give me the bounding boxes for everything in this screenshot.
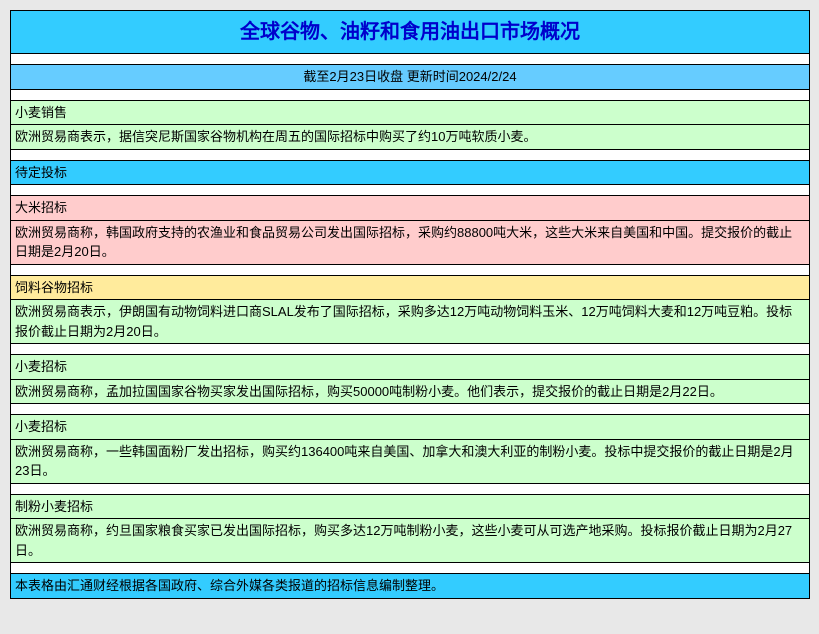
spacer bbox=[11, 89, 810, 100]
section-header-row: 大米招标 bbox=[11, 196, 810, 221]
section-content-row: 欧洲贸易商表示，据信突尼斯国家谷物机构在周五的国际招标中购买了约10万吨软质小麦… bbox=[11, 125, 810, 150]
page-title: 全球谷物、油籽和食用油出口市场概况 bbox=[11, 11, 810, 54]
section-content-row: 欧洲贸易商表示，伊朗国有动物饲料进口商SLAL发布了国际招标，采购多达12万吨动… bbox=[11, 300, 810, 344]
section-header-row: 小麦销售 bbox=[11, 100, 810, 125]
section-header-row: 待定投标 bbox=[11, 160, 810, 185]
spacer bbox=[11, 563, 810, 574]
footer-text: 本表格由汇通财经根据各国政府、综合外媒各类报道的招标信息编制整理。 bbox=[11, 574, 810, 599]
title-row: 全球谷物、油籽和食用油出口市场概况 bbox=[11, 11, 810, 54]
spacer bbox=[11, 185, 810, 196]
spacer bbox=[11, 344, 810, 355]
section-content-row: 欧洲贸易商称，一些韩国面粉厂发出招标，购买约136400吨来自美国、加拿大和澳大… bbox=[11, 439, 810, 483]
section-content: 欧洲贸易商称，约旦国家粮食买家已发出国际招标，购买多达12万吨制粉小麦，这些小麦… bbox=[11, 519, 810, 563]
spacer bbox=[11, 483, 810, 494]
spacer bbox=[11, 404, 810, 415]
footer-row: 本表格由汇通财经根据各国政府、综合外媒各类报道的招标信息编制整理。 bbox=[11, 574, 810, 599]
market-overview-table: 全球谷物、油籽和食用油出口市场概况 截至2月23日收盘 更新时间2024/2/2… bbox=[10, 10, 810, 599]
section-content: 欧洲贸易商表示，伊朗国有动物饲料进口商SLAL发布了国际招标，采购多达12万吨动… bbox=[11, 300, 810, 344]
section-content: 欧洲贸易商称，孟加拉国国家谷物买家发出国际招标，购买50000吨制粉小麦。他们表… bbox=[11, 379, 810, 404]
section-header: 小麦销售 bbox=[11, 100, 810, 125]
section-header-row: 小麦招标 bbox=[11, 415, 810, 440]
section-header: 小麦招标 bbox=[11, 355, 810, 380]
subtitle-text: 截至2月23日收盘 更新时间2024/2/24 bbox=[11, 65, 810, 90]
section-header-row: 制粉小麦招标 bbox=[11, 494, 810, 519]
section-content: 欧洲贸易商表示，据信突尼斯国家谷物机构在周五的国际招标中购买了约10万吨软质小麦… bbox=[11, 125, 810, 150]
spacer bbox=[11, 149, 810, 160]
section-content-row: 欧洲贸易商称，孟加拉国国家谷物买家发出国际招标，购买50000吨制粉小麦。他们表… bbox=[11, 379, 810, 404]
section-content: 欧洲贸易商称，韩国政府支持的农渔业和食品贸易公司发出国际招标，采购约88800吨… bbox=[11, 220, 810, 264]
section-header: 制粉小麦招标 bbox=[11, 494, 810, 519]
subtitle-row: 截至2月23日收盘 更新时间2024/2/24 bbox=[11, 65, 810, 90]
section-content-row: 欧洲贸易商称，韩国政府支持的农渔业和食品贸易公司发出国际招标，采购约88800吨… bbox=[11, 220, 810, 264]
section-content-row: 欧洲贸易商称，约旦国家粮食买家已发出国际招标，购买多达12万吨制粉小麦，这些小麦… bbox=[11, 519, 810, 563]
spacer bbox=[11, 264, 810, 275]
section-header: 待定投标 bbox=[11, 160, 810, 185]
section-header-row: 小麦招标 bbox=[11, 355, 810, 380]
section-header: 大米招标 bbox=[11, 196, 810, 221]
section-content: 欧洲贸易商称，一些韩国面粉厂发出招标，购买约136400吨来自美国、加拿大和澳大… bbox=[11, 439, 810, 483]
section-header-row: 饲料谷物招标 bbox=[11, 275, 810, 300]
spacer bbox=[11, 54, 810, 65]
section-header: 饲料谷物招标 bbox=[11, 275, 810, 300]
section-header: 小麦招标 bbox=[11, 415, 810, 440]
